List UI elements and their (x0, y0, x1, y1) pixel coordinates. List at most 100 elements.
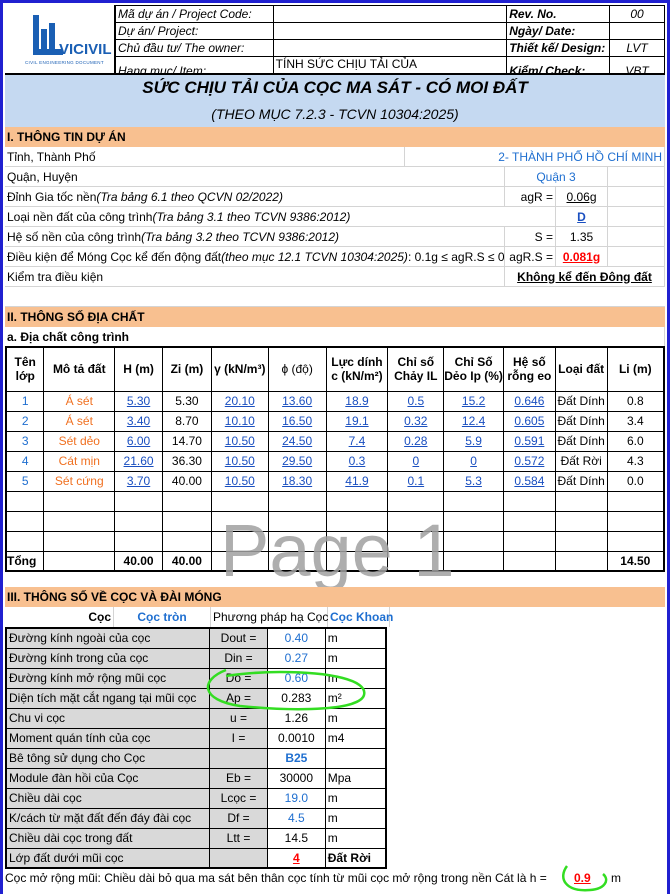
method-value[interactable]: Cọc Khoan (328, 607, 393, 627)
table-cell: Đất Dính (554, 390, 608, 412)
total-label: Tổng (5, 550, 45, 572)
table-cell[interactable]: 10.50 (210, 470, 269, 492)
table-cell[interactable]: 16.50 (267, 410, 327, 432)
table-cell[interactable]: 0 (387, 450, 445, 472)
param-symbol: Ltt = (209, 827, 268, 849)
param-value[interactable]: B25 (266, 747, 326, 769)
pile-type-value[interactable]: Cọc tròn (114, 607, 211, 627)
param-label: Diện tích mặt cắt ngang tại mũi cọc (5, 687, 211, 709)
param-label: Đường kính mở rộng mũi cọc (5, 667, 211, 689)
header-value[interactable] (272, 39, 508, 57)
column-header: Zi (m) (162, 346, 212, 392)
pile-param-row: Đường kính trong của cọc Din = 0.27 m (5, 647, 387, 669)
table-cell[interactable]: 5.30 (114, 390, 163, 412)
pile-param-row: Diện tích mặt cắt ngang tại mũi cọc Ap = 0… (5, 687, 387, 709)
table-cell[interactable]: 19.1 (325, 410, 389, 432)
column-header: Mô tả đất (43, 346, 116, 392)
agr-note: (Tra bảng 6.1 theo QCVN 02/2022) (96, 189, 283, 204)
table-cell[interactable]: 24.50 (267, 430, 327, 452)
h-unit: m (611, 871, 621, 885)
header-value[interactable] (272, 5, 508, 23)
table-cell[interactable]: 13.60 (267, 390, 327, 412)
table-cell[interactable]: 0.584 (502, 470, 556, 492)
enlarged-tip-note-row: Cọc mở rộng mũi: Chiều dài bỏ qua ma sát… (5, 868, 665, 888)
table-cell[interactable]: 7.4 (325, 430, 389, 452)
logo: VICIVIL CIVIL ENGINEERING DOCUMENT (5, 5, 115, 73)
table-cell[interactable]: 41.9 (325, 470, 389, 492)
pile-param-row: Chiều dài cọc Lcọc = 19.0 m (5, 787, 387, 809)
table-cell[interactable]: 0.5 (387, 390, 445, 412)
table-cell: Đất Dính (554, 430, 608, 452)
table-cell: Đất Dính (554, 470, 608, 492)
district-row: Quận, Huyện Quận 3 (5, 167, 665, 187)
param-value[interactable]: 4.5 (266, 807, 326, 829)
table-cell[interactable]: 12.4 (443, 410, 504, 432)
pile-type-row: Cọc Cọc tròn Phương pháp hạ Cọc Cọc Khoa… (5, 607, 665, 627)
column-header: Li (m) (606, 346, 665, 392)
table-cell[interactable]: Á sét (43, 390, 116, 412)
table-cell[interactable]: 0 (443, 450, 504, 472)
header-row: Chủ đầu tư/ The owner: Thiết kế/ Design:… (115, 39, 665, 57)
param-unit: m (324, 807, 387, 829)
table-cell[interactable]: 3.70 (114, 470, 163, 492)
table-cell[interactable]: 3.40 (114, 410, 163, 432)
table-cell[interactable]: 20.10 (210, 390, 269, 412)
section-3-header: III. THÔNG SỐ VỀ CỌC VÀ ĐÀI MÓNG (5, 587, 665, 607)
soil-type-value[interactable]: D (556, 207, 608, 226)
table-cell[interactable]: 0.591 (502, 430, 556, 452)
param-symbol: Lcọc = (209, 787, 268, 809)
table-cell[interactable]: 10.10 (210, 410, 269, 432)
header-right-value[interactable] (609, 22, 665, 40)
document-header: VICIVIL CIVIL ENGINEERING DOCUMENT Mã dự… (5, 5, 665, 86)
section-2-header: II. THÔNG SỐ ĐỊA CHẤT (5, 307, 665, 327)
table-row: 4 Cát mịn 21.60 36.30 10.50 29.50 0.3 0 0 0.572 Đấ… (5, 450, 665, 472)
param-value: 0.283 (266, 687, 326, 709)
table-cell[interactable]: 5.9 (443, 430, 504, 452)
table-cell[interactable]: 0.1 (387, 470, 445, 492)
table-cell[interactable]: 0.572 (502, 450, 556, 472)
table-cell[interactable]: 0.605 (502, 410, 556, 432)
table-cell[interactable]: 5.3 (443, 470, 504, 492)
page-title: SỨC CHỊU TẢI CỦA CỌC MA SÁT - CÓ MOI ĐẤT (142, 78, 528, 97)
pile-param-row: Chiều dài cọc trong đất Ltt = 14.5 m (5, 827, 387, 849)
table-cell[interactable]: 6.00 (114, 430, 163, 452)
param-unit: m (324, 827, 387, 849)
table-cell[interactable]: 10.50 (210, 430, 269, 452)
condition-note: (theo mục 12.1 TCVN 10304:2025) (221, 249, 408, 264)
header-value[interactable] (272, 22, 508, 40)
param-symbol: Din = (209, 647, 268, 669)
table-cell[interactable]: Sét cứng (43, 470, 116, 492)
table-cell[interactable]: Sét dẻo (43, 430, 116, 452)
district-value[interactable]: Quận 3 (505, 167, 608, 186)
param-value[interactable]: 19.0 (266, 787, 326, 809)
header-right-value[interactable]: LVT (609, 39, 665, 57)
param-value[interactable]: 0.40 (266, 627, 326, 649)
table-cell[interactable]: 0.646 (502, 390, 556, 412)
table-cell[interactable]: 18.30 (267, 470, 327, 492)
param-label: Chiều dài cọc (5, 787, 211, 809)
param-value[interactable]: 0.60 (266, 667, 326, 689)
header-right-value[interactable]: 00 (609, 5, 665, 23)
table-cell[interactable]: 0.3 (325, 450, 389, 472)
table-cell[interactable]: 0.32 (387, 410, 445, 432)
table-cell: 5.30 (162, 390, 212, 412)
condition-range: : 0.1g ≤ agR.S ≤ 0.4g (407, 249, 505, 264)
district-label: Quận, Huyện (5, 167, 505, 186)
table-cell[interactable]: 21.60 (114, 450, 163, 472)
province-value[interactable]: 2- THÀNH PHỐ HỒ CHÍ MINH (405, 147, 665, 166)
table-cell[interactable]: Cát mịn (43, 450, 116, 472)
table-cell[interactable]: 10.50 (210, 450, 269, 472)
table-cell[interactable]: 0.28 (387, 430, 445, 452)
table-cell[interactable]: Á sét (43, 410, 116, 432)
table-cell[interactable]: 18.9 (325, 390, 389, 412)
param-value[interactable]: 0.27 (266, 647, 326, 669)
header-right-label: Thiết kế/ Design: (506, 39, 611, 57)
check-result: Không kể đến Đông đất (505, 267, 665, 286)
param-label: Module đàn hồi của Cọc (5, 767, 211, 789)
param-label: Đường kính trong của cọc (5, 647, 211, 669)
table-cell[interactable]: 29.50 (267, 450, 327, 472)
param-value: 1.26 (266, 707, 326, 729)
table-cell[interactable]: 15.2 (443, 390, 504, 412)
logo-icon (33, 15, 63, 55)
